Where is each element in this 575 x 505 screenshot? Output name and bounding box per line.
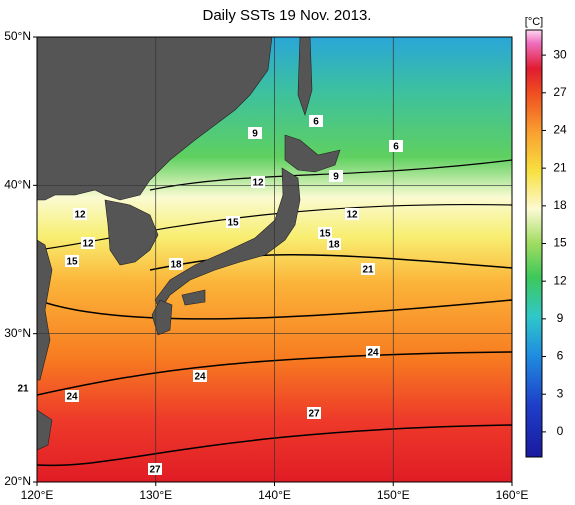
contour-label-bg <box>366 346 380 358</box>
contour-label-bg <box>148 463 162 475</box>
contour-label-text: 18 <box>328 240 340 251</box>
isotherm <box>149 254 512 271</box>
isotherm <box>37 299 512 320</box>
isotherm <box>37 203 512 251</box>
contour-label-bg <box>327 238 341 250</box>
contour-label-text: 12 <box>74 210 86 221</box>
contour-label: 6 <box>389 140 403 153</box>
contour-label-text: 24 <box>66 392 78 403</box>
contour-label-text: 15 <box>227 218 239 229</box>
contour-label-bg <box>251 176 265 188</box>
isotherm <box>37 424 512 467</box>
contour-label: 18 <box>327 238 341 251</box>
lon-tick-label: 160°E <box>496 488 529 502</box>
colorbar <box>525 29 543 458</box>
contour-label-text: 12 <box>82 239 94 250</box>
contour-label-text: 12 <box>252 178 264 189</box>
isotherm <box>37 351 512 396</box>
contour-label-text: 24 <box>367 348 379 359</box>
lat-tick-label: 50°N <box>4 29 31 43</box>
contour-label: 27 <box>307 407 321 420</box>
contour-label-bg <box>389 140 403 152</box>
contour-label: 24 <box>193 370 207 383</box>
colorbar-tick-label: 30 <box>553 47 567 61</box>
contour-label: 21 <box>361 263 375 276</box>
lat-tick-label: 40°N <box>4 178 31 192</box>
title: Daily SSTs 19 Nov. 2013. <box>203 7 372 24</box>
contour-label: 18 <box>169 258 183 271</box>
contour-label: 24 <box>366 346 380 359</box>
land <box>37 37 341 451</box>
contour-label-bg <box>318 227 332 239</box>
contour-label-text: 15 <box>319 229 331 240</box>
contour-label-text: 6 <box>313 117 319 128</box>
contour-label-text: 27 <box>149 465 161 476</box>
colorbar-tick-label: 0 <box>557 424 564 438</box>
colorbar-tick-label: 15 <box>553 236 567 250</box>
colorbar-tick-label: 3 <box>557 386 564 400</box>
contour-label-bg <box>81 237 95 249</box>
lon-tick-label: 150°E <box>377 488 410 502</box>
lon-tick-label: 120°E <box>21 488 54 502</box>
contour-label-bg <box>65 255 79 267</box>
contour-label-text: 6 <box>393 142 399 153</box>
contour-label: 27 <box>148 463 162 476</box>
colorbar-unit: [°C] <box>525 16 543 28</box>
contour-label-bg <box>361 263 375 275</box>
contour-label: 12 <box>81 237 95 250</box>
contour-label: 9 <box>248 127 262 140</box>
contour-label-text: 9 <box>252 129 258 140</box>
contour-label-bg <box>193 370 207 382</box>
colorbar-tick-label: 12 <box>553 273 567 287</box>
contour-label-text: 9 <box>333 172 339 183</box>
contour-label-text: 12 <box>346 210 358 221</box>
colorbar-tick-label: 27 <box>553 85 567 99</box>
colorbar-tick-label: 9 <box>557 311 564 325</box>
contour-label: 12 <box>73 208 87 221</box>
colorbar-tick-label: 24 <box>553 123 567 137</box>
contour-label-text: 27 <box>308 409 320 420</box>
contour-label: 15 <box>65 255 79 268</box>
contour-label: 21 <box>16 382 30 395</box>
contour-label-text: 15 <box>66 257 78 268</box>
contour-label-bg <box>65 390 79 402</box>
contour-label-bg <box>16 382 30 394</box>
contour-label-text: 21 <box>362 265 374 276</box>
contour-label: 6 <box>309 115 323 128</box>
lon-tick-label: 130°E <box>139 488 172 502</box>
contour-label-text: 24 <box>194 372 206 383</box>
contour-label-bg <box>73 208 87 220</box>
contour-label-bg <box>329 170 343 182</box>
colorbar-tick-label: 6 <box>557 349 564 363</box>
contour-label-text: 18 <box>170 260 182 271</box>
contour-label-bg <box>226 216 240 228</box>
contour-label: 12 <box>345 208 359 221</box>
contour-label-text: 21 <box>17 384 29 395</box>
lat-tick-label: 20°N <box>4 474 31 488</box>
contour-label: 24 <box>65 390 79 403</box>
lon-tick-label: 140°E <box>258 488 291 502</box>
contour-label: 15 <box>226 216 240 229</box>
colorbar-tick-label: 21 <box>553 160 567 174</box>
contour-label-bg <box>309 115 323 127</box>
colorbar-tick-label: 18 <box>553 198 567 212</box>
contour-label-bg <box>307 407 321 419</box>
lat-tick-label: 30°N <box>4 326 31 340</box>
contour-label: 9 <box>329 170 343 183</box>
contour-label: 12 <box>251 176 265 189</box>
contour-label-bg <box>248 127 262 139</box>
isotherm <box>149 159 512 191</box>
contour-label-bg <box>345 208 359 220</box>
contour-label: 15 <box>318 227 332 240</box>
contour-label-bg <box>169 258 183 270</box>
